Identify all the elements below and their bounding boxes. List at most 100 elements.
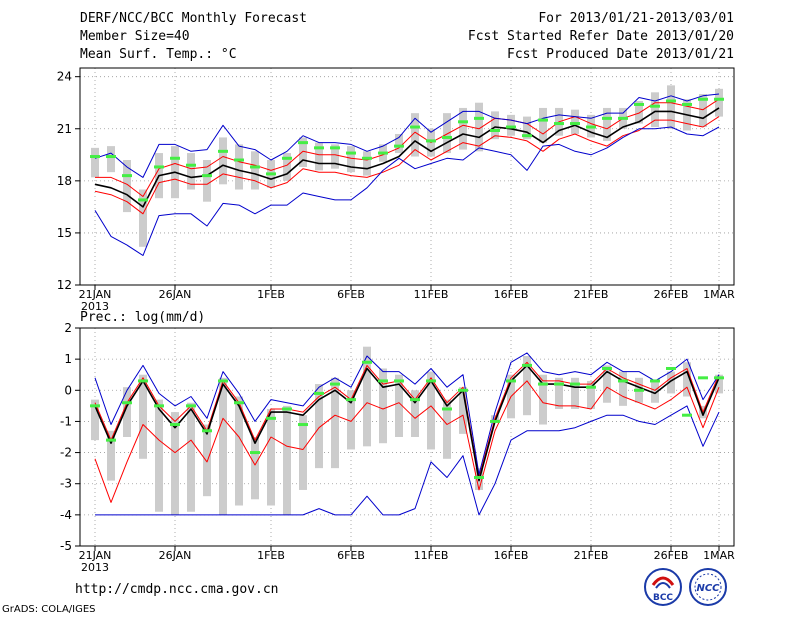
median-mark: [250, 165, 260, 169]
range-box: [411, 113, 419, 157]
median-mark: [282, 156, 292, 160]
median-mark: [682, 413, 692, 417]
median-mark: [442, 135, 452, 139]
range-box: [283, 153, 291, 181]
median-mark: [410, 125, 420, 129]
median-mark: [570, 122, 580, 126]
series-line-min: [94, 126, 720, 256]
x-tick-label: 11FEB: [414, 549, 449, 562]
range-box: [571, 109, 579, 134]
x-tick-label: 1MAR: [703, 288, 735, 301]
produced-date: Fcst Produced Date 2013/01/21: [507, 47, 734, 62]
x-tick-label: 6FEB: [337, 288, 365, 301]
range-box: [395, 374, 403, 437]
range-box: [363, 151, 371, 176]
range-box: [251, 437, 259, 500]
range-box: [667, 85, 675, 129]
median-mark: [618, 116, 628, 120]
median-mark: [442, 407, 452, 411]
range-box: [107, 430, 115, 481]
y-tick-label: 18: [57, 174, 72, 188]
median-mark: [474, 116, 484, 120]
range-box: [459, 387, 467, 434]
range-box: [619, 371, 627, 406]
range-box: [459, 107, 467, 150]
median-mark: [394, 379, 404, 383]
range-box: [267, 408, 275, 506]
range-box: [219, 377, 227, 515]
range-box: [555, 377, 563, 409]
range-box: [299, 415, 307, 490]
panel-title: Prec.: log(mm/d): [80, 310, 205, 325]
median-mark: [602, 116, 612, 120]
median-mark: [106, 155, 116, 159]
series-line-mean-sd: [94, 116, 720, 215]
median-mark: [346, 398, 356, 402]
median-mark: [570, 382, 580, 386]
member-size: Member Size=40: [80, 29, 190, 44]
median-mark: [490, 419, 500, 423]
median-mark: [122, 174, 132, 178]
median-mark: [618, 379, 628, 383]
median-mark: [666, 366, 676, 370]
median-mark: [474, 475, 484, 479]
median-mark: [522, 363, 532, 367]
median-mark: [698, 97, 708, 101]
range-box: [187, 402, 195, 512]
median-mark: [426, 379, 436, 383]
range-box: [507, 114, 515, 136]
median-mark: [538, 382, 548, 386]
median-mark: [554, 382, 564, 386]
range-box: [683, 362, 691, 397]
y-tick-label: -4: [60, 508, 72, 522]
bcc-logo: BCC: [644, 568, 682, 606]
y-tick-label: -2: [60, 446, 72, 460]
range-box: [347, 390, 355, 450]
range-box: [443, 113, 451, 154]
range-box: [491, 111, 499, 140]
range-box: [523, 356, 531, 416]
source-url[interactable]: http://cmdp.ncc.cma.gov.cn: [75, 582, 279, 597]
range-box: [235, 144, 243, 190]
median-mark: [426, 139, 436, 143]
median-mark: [298, 141, 308, 145]
median-mark: [666, 99, 676, 103]
range-box: [347, 146, 355, 173]
median-mark: [346, 151, 356, 155]
series-line-mean-sd: [95, 98, 720, 197]
y-tick-label: 21: [57, 122, 72, 136]
x-year-label: 2013: [81, 561, 109, 574]
svg-text:NCC: NCC: [696, 583, 720, 594]
median-mark: [714, 376, 724, 380]
series-line-mean-sd: [94, 380, 720, 503]
range-box: [443, 399, 451, 459]
median-mark: [266, 416, 276, 420]
median-mark: [90, 155, 100, 159]
series-line-max: [94, 93, 720, 178]
median-mark: [154, 404, 164, 408]
range-box: [331, 377, 339, 469]
median-mark: [170, 156, 180, 160]
median-mark: [394, 144, 404, 148]
range-box: [523, 116, 531, 140]
median-mark: [506, 379, 516, 383]
range-box: [155, 399, 163, 512]
forecast-range: For 2013/01/21-2013/03/01: [538, 11, 734, 26]
range-box: [571, 377, 579, 409]
median-mark: [250, 451, 260, 455]
median-mark: [186, 163, 196, 167]
range-box: [635, 100, 643, 124]
range-box: [699, 94, 707, 128]
range-box: [411, 390, 419, 437]
median-mark: [650, 104, 660, 108]
range-box: [299, 137, 307, 167]
x-tick-label: 6FEB: [337, 549, 365, 562]
median-mark: [330, 146, 340, 150]
y-tick-label: -5: [60, 539, 72, 553]
range-box: [331, 144, 339, 169]
range-box: [715, 374, 723, 394]
range-box: [187, 153, 195, 190]
x-tick-label: 21JAN: [79, 288, 112, 301]
x-tick-label: 11FEB: [414, 288, 449, 301]
range-box: [379, 368, 387, 444]
